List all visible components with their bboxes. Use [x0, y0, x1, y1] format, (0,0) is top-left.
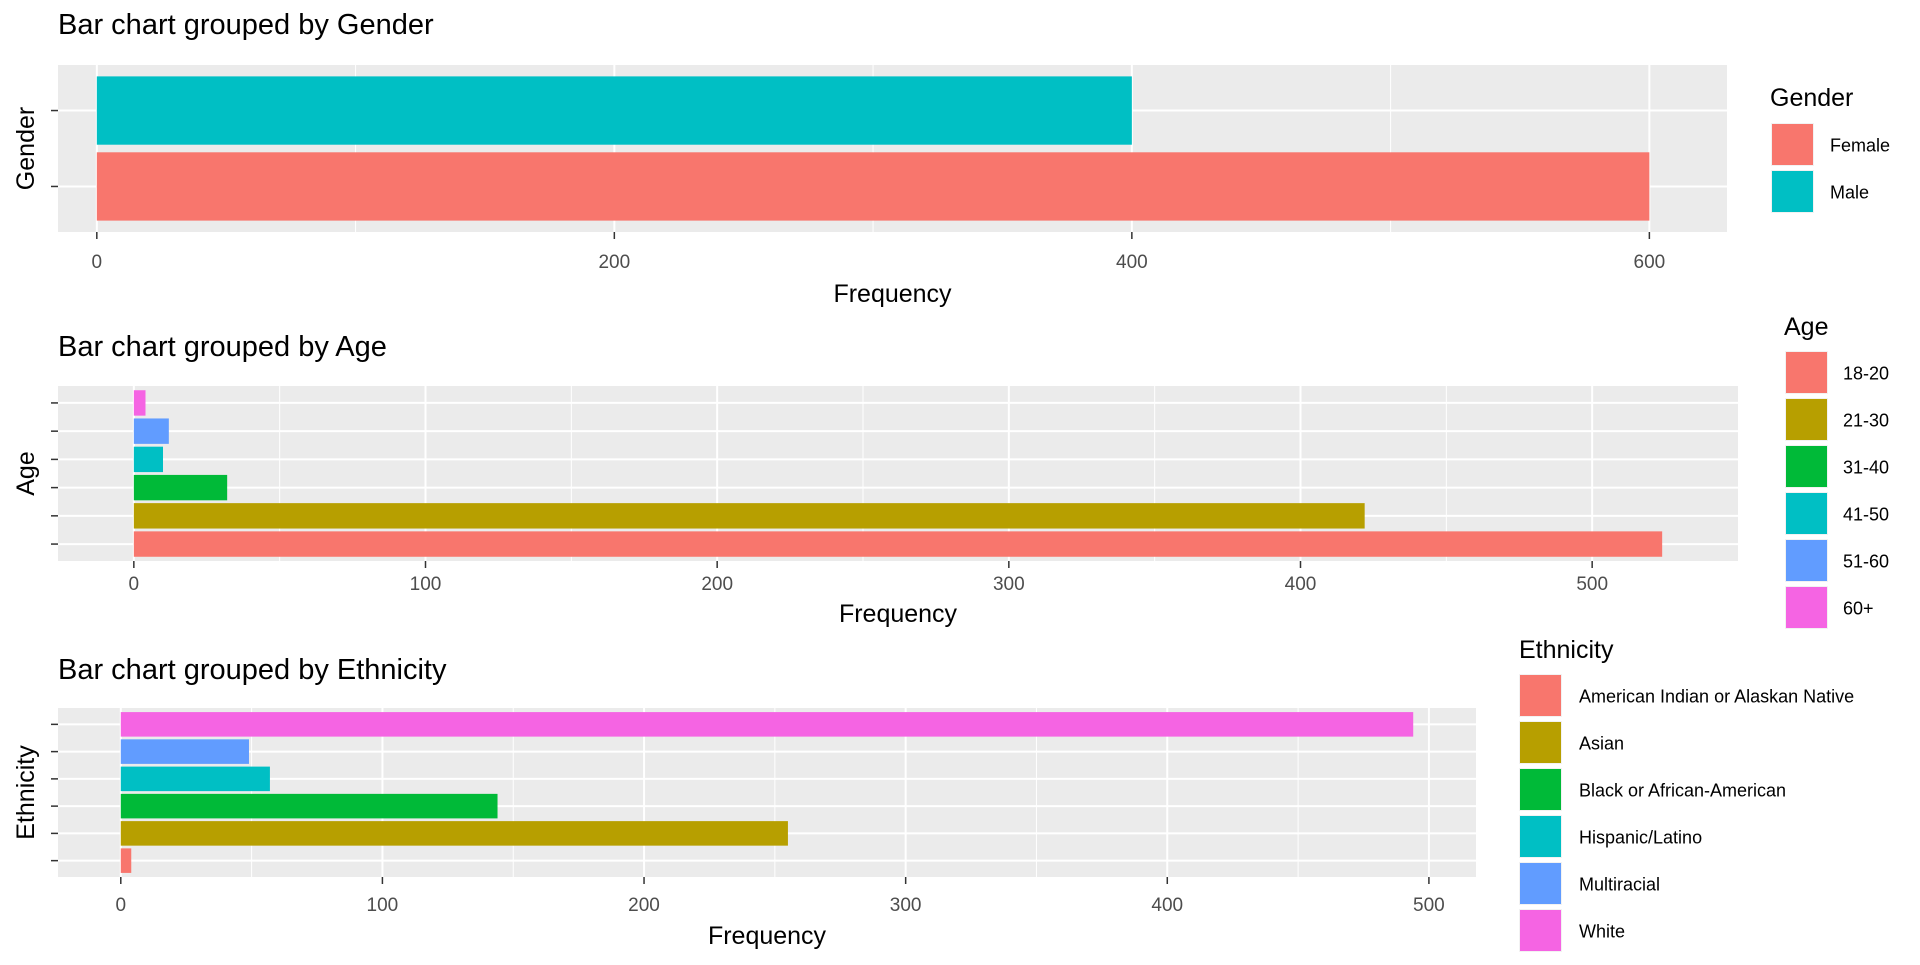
- chart-age: Bar chart grouped by Age 0 100 200 300 400 500…: [12, 313, 1889, 629]
- legend: Age 18-20 21-30 31-40 41-50 51-60 60+: [1784, 313, 1889, 629]
- x-tick-label: 0: [92, 252, 103, 273]
- legend-swatch: [1520, 675, 1561, 716]
- legend-label: Asian: [1579, 734, 1624, 754]
- x-axis-title: Frequency: [708, 922, 827, 950]
- legend-label: 31-40: [1843, 458, 1889, 478]
- legend-swatch: [1786, 446, 1827, 487]
- legend-label: 60+: [1843, 599, 1874, 619]
- x-tick-label: 200: [701, 574, 733, 595]
- x-tick-label: 0: [116, 895, 127, 916]
- bar-31-40: [133, 474, 228, 501]
- legend-swatch: [1520, 769, 1561, 810]
- legend: Gender Female Male: [1770, 84, 1890, 213]
- legend-swatch: [1520, 722, 1561, 763]
- legend-swatch: [1786, 399, 1827, 440]
- x-tick-label: 400: [1116, 252, 1148, 273]
- legend: Ethnicity American Indian or Alaskan Nati…: [1519, 636, 1854, 952]
- x-tick-label: 500: [1413, 895, 1445, 916]
- bar-black-or-african-american: [120, 793, 498, 819]
- legend-swatch: [1786, 352, 1827, 393]
- legend-swatch: [1786, 540, 1827, 581]
- chart-title: Bar chart grouped by Age: [58, 331, 387, 363]
- y-axis-title: Gender: [12, 107, 40, 190]
- bar-18-20: [133, 531, 1663, 557]
- legend-label: White: [1579, 922, 1625, 942]
- legend-label: 41-50: [1843, 505, 1889, 525]
- legend-title: Gender: [1770, 84, 1853, 112]
- chart-gender: Bar chart grouped by Gender 0 200 400 600 Fre…: [12, 9, 1890, 308]
- x-tick-label: 500: [1576, 574, 1608, 595]
- legend-swatch: [1520, 910, 1561, 951]
- chart-title: Bar chart grouped by Gender: [58, 9, 434, 41]
- chart-title: Bar chart grouped by Ethnicity: [58, 654, 447, 686]
- x-tick-label: 300: [993, 574, 1025, 595]
- bar-american-indian-or-alaskan-native: [120, 848, 132, 873]
- x-tick-label: 200: [598, 252, 630, 273]
- legend-label: Hispanic/Latino: [1579, 828, 1702, 848]
- bar-multiracial: [120, 739, 249, 764]
- x-tick-label: 300: [890, 895, 922, 916]
- bar-asian: [120, 821, 788, 846]
- bar-21-30: [133, 503, 1365, 529]
- legend-label: Multiracial: [1579, 875, 1660, 895]
- legend-label: Female: [1830, 136, 1890, 156]
- x-axis-title: Frequency: [833, 280, 952, 308]
- bar-female: [96, 152, 1650, 221]
- bar-51-60: [133, 418, 169, 444]
- x-tick-label: 400: [1151, 895, 1183, 916]
- chart-ethnicity: Bar chart grouped by Ethnicity 0 100 200 300…: [12, 636, 1854, 952]
- legend-label: Black or African-American: [1579, 781, 1786, 801]
- legend-swatch: [1786, 587, 1827, 628]
- legend-swatch: [1786, 493, 1827, 534]
- y-axis-title: Age: [12, 451, 40, 495]
- legend-label: 51-60: [1843, 552, 1889, 572]
- legend-swatch: [1772, 171, 1813, 212]
- legend-label: Male: [1830, 183, 1869, 203]
- legend-swatch: [1520, 816, 1561, 857]
- legend-label: 21-30: [1843, 411, 1889, 431]
- x-tick-label: 600: [1634, 252, 1666, 273]
- bar-male: [96, 76, 1132, 145]
- bar-41-50: [133, 446, 163, 473]
- bar-60-: [133, 390, 146, 416]
- x-tick-label: 100: [367, 895, 399, 916]
- x-axis-title: Frequency: [839, 600, 958, 628]
- x-tick-label: 400: [1285, 574, 1317, 595]
- x-tick-label: 200: [628, 895, 660, 916]
- legend-title: Age: [1784, 313, 1828, 341]
- legend-swatch: [1772, 124, 1813, 165]
- legend-swatch: [1520, 863, 1561, 904]
- legend-title: Ethnicity: [1519, 636, 1614, 664]
- legend-label: American Indian or Alaskan Native: [1579, 687, 1854, 707]
- x-tick-label: 100: [410, 574, 442, 595]
- bar-hispanic-latino: [120, 766, 270, 792]
- bar-white: [120, 712, 1414, 737]
- y-axis-title: Ethnicity: [12, 745, 40, 840]
- x-tick-label: 0: [129, 574, 140, 595]
- legend-label: 18-20: [1843, 364, 1889, 384]
